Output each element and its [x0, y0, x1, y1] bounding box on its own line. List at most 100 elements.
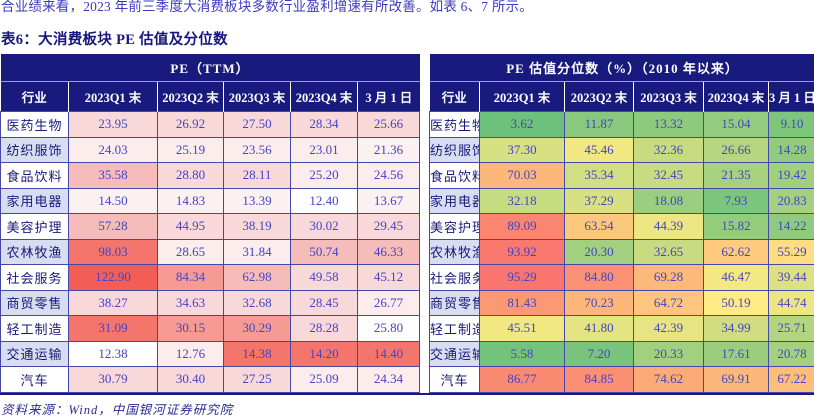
pe-ttm-cell: 26.77 — [356, 289, 421, 316]
pe-ttm-cell: 14.20 — [290, 340, 358, 367]
pe-ttm-cell: 24.34 — [356, 366, 421, 393]
pe-ttm-cell: 12.76 — [157, 340, 224, 367]
pe-ttm-cell: 45.12 — [356, 264, 421, 291]
pe-percentile-cell: 81.43 — [479, 289, 566, 316]
industry-cell: 食品饮料 — [0, 162, 69, 189]
pe-percentile-cell: 41.80 — [564, 315, 635, 342]
pe-percentile-cell: 18.08 — [633, 187, 705, 214]
pe-ttm-cell: 28.65 — [157, 238, 224, 265]
pe-ttm-cell: 29.45 — [356, 213, 421, 240]
pe-ttm-cell: 25.19 — [157, 136, 224, 163]
industry-cell: 轻工制造 — [0, 315, 69, 342]
industry-cell: 家用电器 — [429, 187, 481, 214]
pe-ttm-cell: 23.95 — [68, 111, 158, 138]
pe-ttm-cell: 14.50 — [68, 187, 158, 214]
industry-cell: 美容护理 — [0, 213, 69, 240]
pe-percentile-cell: 62.62 — [703, 238, 770, 265]
pe-percentile-cell: 32.18 — [479, 187, 566, 214]
column-header: 2023Q2 末 — [157, 81, 224, 112]
pe-ttm-cell: 21.36 — [356, 136, 421, 163]
pe-percentile-cell: 20.30 — [564, 238, 635, 265]
table-row: 食品饮料 35.58 28.80 28.11 25.20 24.56 — [0, 162, 421, 189]
pe-ttm-cell: 50.74 — [290, 238, 358, 265]
pe-ttm-cell: 12.38 — [68, 340, 158, 367]
pe-ttm-cell: 25.20 — [290, 162, 358, 189]
pe-percentile-cell: 84.85 — [564, 366, 635, 393]
pe-ttm-cell: 28.34 — [290, 111, 358, 138]
industry-cell: 农林牧渔 — [0, 238, 69, 265]
pe-ttm-cell: 27.50 — [223, 111, 291, 138]
pe-ttm-cell: 30.29 — [223, 315, 291, 342]
industry-cell: 农林牧渔 — [429, 238, 481, 265]
column-header: 2023Q1 末 — [68, 81, 158, 112]
pe-ttm-cell: 28.28 — [290, 315, 358, 342]
pe-ttm-cell: 34.63 — [157, 289, 224, 316]
pe-ttm-cell: 31.09 — [68, 315, 158, 342]
table-row: 医药生物 23.95 26.92 27.50 28.34 25.66 — [0, 111, 421, 138]
pe-ttm-table-head: PE（TTM） 行业 2023Q1 末 2023Q2 末 2023Q3 末 2023Q4 … — [0, 54, 420, 112]
table-row: 轻工制造 31.09 30.15 30.29 28.28 25.80 — [0, 315, 421, 342]
industry-cell: 轻工制造 — [429, 315, 481, 342]
pe-ttm-cell: 23.56 — [223, 136, 291, 163]
pe-ttm-cell: 31.84 — [223, 238, 291, 265]
table-row: 社会服务 122.90 84.34 62.98 49.58 45.12 — [0, 264, 421, 291]
pe-ttm-cell: 24.03 — [68, 136, 158, 163]
pe-percentile-cell: 34.99 — [703, 315, 770, 342]
group-header: PE（TTM） — [0, 54, 420, 82]
pe-ttm-cell: 28.11 — [223, 162, 291, 189]
pe-ttm-table: PE（TTM） 行业 2023Q1 末 2023Q2 末 2023Q3 末 2023Q4 … — [0, 54, 421, 393]
pe-percentile-cell: 3.62 — [479, 111, 566, 138]
industry-cell: 商贸零售 — [0, 289, 69, 316]
table-row: 农林牧渔 98.03 28.65 31.84 50.74 46.33 — [0, 238, 421, 265]
industry-cell: 食品饮料 — [429, 162, 481, 189]
pe-ttm-cell: 57.28 — [68, 213, 158, 240]
pe-ttm-cell: 122.90 — [68, 264, 158, 291]
pe-percentile-cell: 70.23 — [564, 289, 635, 316]
column-header: 2023Q4 末 — [703, 81, 769, 112]
pe-percentile-cell: 19.42 — [768, 162, 814, 189]
pe-ttm-cell: 28.45 — [290, 289, 358, 316]
pe-percentile-cell: 44.39 — [633, 213, 705, 240]
table-caption: 表6：大消费板块 PE 估值及分位数 — [1, 32, 228, 48]
pe-ttm-cell: 28.80 — [157, 162, 224, 189]
pe-percentile-cell: 11.87 — [564, 111, 635, 138]
table-row: 交通运输 12.38 12.76 14.38 14.20 14.40 — [0, 340, 421, 367]
industry-cell: 汽车 — [0, 366, 69, 393]
pe-ttm-cell: 25.09 — [290, 366, 358, 393]
table-row: 汽车 30.79 30.40 27.25 25.09 24.34 — [0, 366, 421, 393]
pe-ttm-cell: 25.80 — [356, 315, 421, 342]
pe-ttm-cell: 14.38 — [223, 340, 291, 367]
pe-percentile-cell: 89.09 — [479, 213, 566, 240]
pe-percentile-cell: 64.72 — [633, 289, 705, 316]
industry-cell: 商贸零售 — [429, 289, 481, 316]
source-note: 资料来源：Wind，中国银河证券研究院 — [1, 402, 234, 417]
pe-ttm-cell: 46.33 — [356, 238, 421, 265]
pe-percentile-cell: 5.58 — [479, 340, 566, 367]
pe-ttm-cell: 13.39 — [223, 187, 291, 214]
industry-cell: 交通运输 — [429, 340, 481, 367]
pe-ttm-cell: 30.02 — [290, 213, 358, 240]
pe-percentile-cell: 37.30 — [479, 136, 566, 163]
pe-ttm-cell: 25.66 — [356, 111, 421, 138]
pe-ttm-cell: 23.01 — [290, 136, 358, 163]
industry-cell: 交通运输 — [0, 340, 69, 367]
pe-ttm-cell: 30.79 — [68, 366, 158, 393]
pe-percentile-cell: 67.22 — [768, 366, 814, 393]
pe-percentile-cell: 14.22 — [768, 213, 814, 240]
column-header: 2023Q1 末 — [479, 81, 565, 112]
pe-percentile-cell: 44.74 — [768, 289, 814, 316]
column-header: 行业 — [0, 81, 69, 112]
pe-ttm-cell: 27.25 — [223, 366, 291, 393]
industry-cell: 社会服务 — [0, 264, 69, 291]
pe-ttm-cell: 12.40 — [290, 187, 358, 214]
industry-cell: 家用电器 — [0, 187, 69, 214]
pe-tables-container: PE（TTM） 行业 2023Q1 末 2023Q2 末 2023Q3 末 2023Q4 … — [0, 54, 814, 395]
